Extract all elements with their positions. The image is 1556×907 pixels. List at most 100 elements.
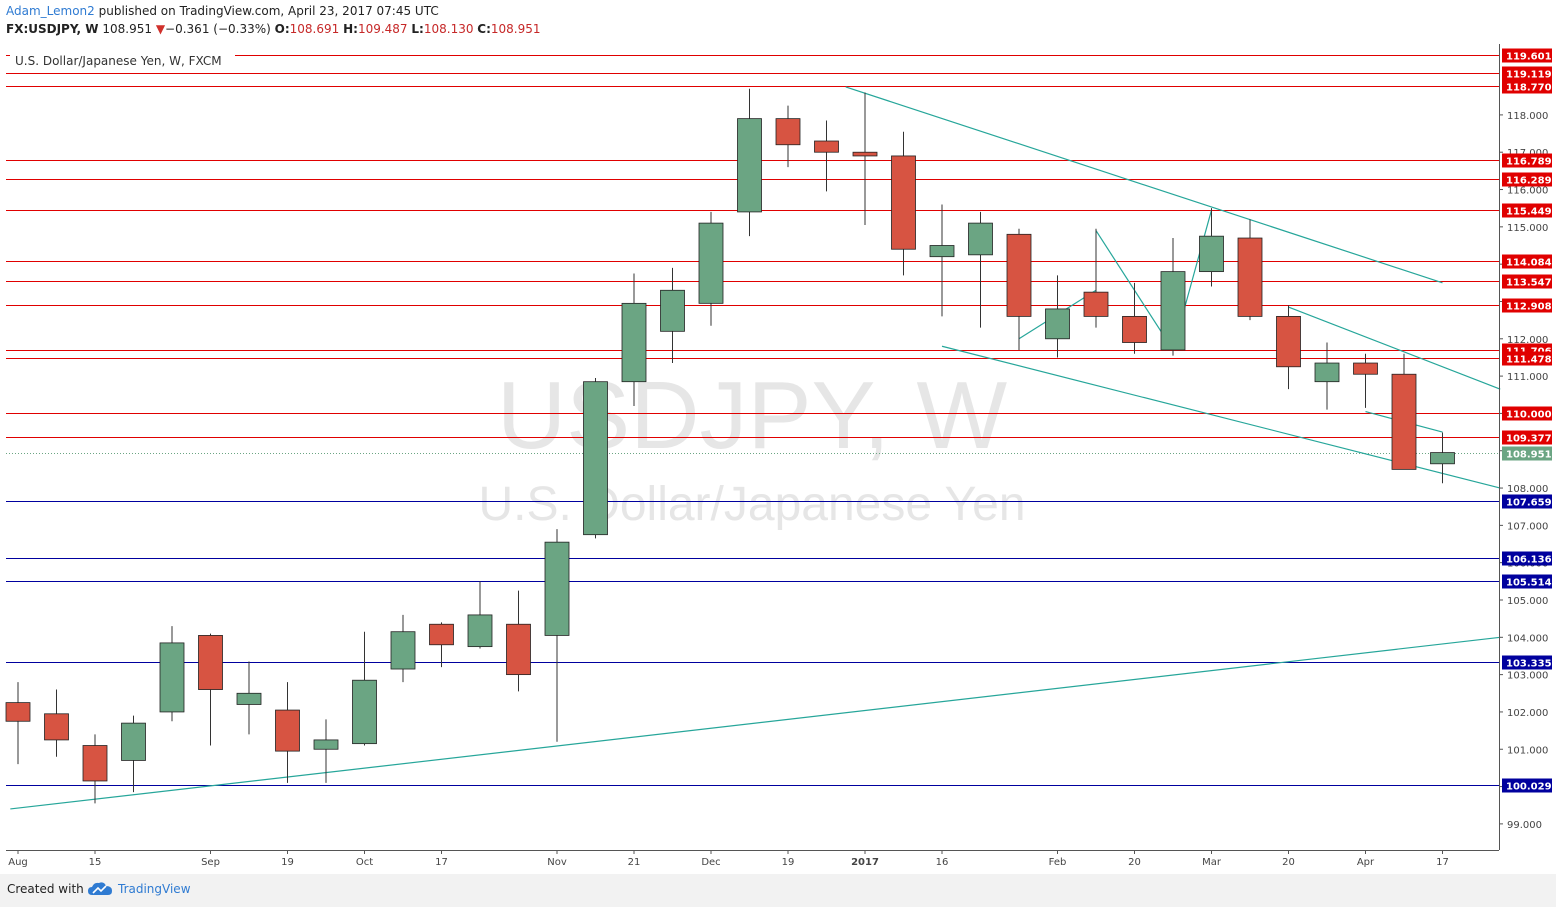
support-label-box	[1502, 551, 1552, 566]
down-arrow-icon: ▼	[155, 22, 166, 36]
resistance-label: 111.478	[1506, 355, 1552, 366]
support-label-box	[1502, 655, 1552, 670]
time-tick-label: Feb	[1049, 857, 1067, 868]
down-candle	[1276, 315, 1301, 368]
symbol-label: FX:USDJPY, W	[6, 22, 99, 36]
up-candle	[929, 245, 955, 258]
up-candle	[621, 302, 647, 383]
time-tick-label: 20	[1128, 857, 1141, 868]
down-candle	[775, 118, 801, 146]
up-candle	[698, 222, 724, 304]
up-candle	[236, 692, 262, 705]
resistance-label: 114.084	[1506, 258, 1552, 269]
trendline	[10, 636, 1501, 810]
time-tick-label: 19	[782, 857, 795, 868]
price-tick-label: 103.000	[1507, 671, 1548, 682]
price-tick-label: 116.000	[1507, 186, 1548, 197]
price-tick-label: 102.000	[1507, 708, 1548, 719]
up-candle	[1160, 271, 1186, 351]
time-tick-label: Nov	[547, 857, 567, 868]
low-label: L:	[411, 22, 424, 36]
open-label: O:	[274, 22, 290, 36]
resistance-label: 110.000	[1506, 410, 1552, 421]
time-tick-label: 20	[1282, 857, 1295, 868]
up-candle	[1430, 452, 1455, 465]
support-label-box	[1502, 778, 1552, 793]
resistance-label-box	[1502, 254, 1552, 269]
support-label: 100.029	[1506, 782, 1552, 793]
support-label-box	[1502, 494, 1552, 509]
support-label: 103.335	[1506, 659, 1552, 670]
time-tick-label: Oct	[356, 857, 373, 868]
time-tick-label: 2017	[851, 857, 879, 868]
close-value: 108.951	[490, 22, 541, 36]
resistance-label-box	[1502, 351, 1552, 366]
down-candle	[1353, 362, 1378, 375]
down-candle	[1237, 237, 1263, 317]
resistance-label-box	[1502, 406, 1552, 421]
published-text: published on TradingView.com, April 23, …	[98, 4, 439, 18]
resistance-label: 116.289	[1506, 176, 1552, 187]
resistance-label: 109.377	[1506, 434, 1552, 445]
up-candle	[352, 679, 377, 745]
created-with-text: Created with	[7, 882, 84, 896]
author-link[interactable]: Adam_Lemon2	[6, 4, 95, 18]
last-price-text: 108.951	[102, 22, 152, 36]
resistance-label-box	[1502, 153, 1552, 168]
up-candle	[1045, 308, 1070, 340]
price-tick-label: 118.000	[1507, 111, 1548, 122]
down-candle	[852, 151, 878, 157]
down-candle	[82, 745, 108, 782]
tradingview-brand[interactable]: TradingView	[118, 882, 191, 896]
legend-box	[10, 51, 235, 69]
price-tick-label: 105.000	[1507, 596, 1548, 607]
resistance-label-box	[1502, 172, 1552, 187]
symbol-line: FX:USDJPY, W 108.951 ▼−0.361 (−0.33%) O:…	[6, 22, 541, 36]
high-value: 109.487	[357, 22, 408, 36]
price-tick-label: 101.000	[1507, 745, 1548, 756]
time-tick-label: 17	[1436, 857, 1449, 868]
time-tick-label: Aug	[8, 857, 28, 868]
resistance-label-box	[1502, 203, 1552, 218]
time-tick-label: Sep	[201, 857, 220, 868]
down-candle	[506, 623, 531, 676]
last-price-label: 108.951	[1506, 450, 1552, 461]
publish-line: Adam_Lemon2 published on TradingView.com…	[6, 4, 439, 18]
down-candle	[429, 623, 454, 646]
up-candle	[159, 642, 185, 713]
resistance-label-box	[1502, 79, 1552, 94]
trendline	[1288, 306, 1501, 390]
down-candle	[44, 713, 69, 741]
support-label-box	[1502, 574, 1552, 589]
trendline	[941, 345, 1501, 489]
down-candle	[891, 155, 916, 250]
up-candle	[660, 289, 685, 332]
watermark-name: U.S. Dollar/Japanese Yen	[478, 478, 1025, 531]
time-tick-label: 16	[936, 857, 949, 868]
resistance-label-box	[1502, 48, 1552, 63]
resistance-label: 119.119	[1506, 70, 1552, 81]
price-tick-label: 115.000	[1507, 223, 1548, 234]
resistance-label: 115.449	[1506, 207, 1552, 218]
price-tick-label: 111.000	[1507, 372, 1548, 383]
open-value: 108.691	[289, 22, 340, 36]
time-tick-label: 21	[628, 857, 641, 868]
change-text: −0.361 (−0.33%)	[165, 22, 271, 36]
down-candle	[1083, 291, 1109, 317]
tradingview-cloud-icon[interactable]	[87, 880, 113, 900]
time-tick-label: Mar	[1202, 857, 1222, 868]
resistance-label-box	[1502, 66, 1552, 81]
resistance-label: 116.789	[1506, 157, 1552, 168]
resistance-label-box	[1502, 274, 1552, 289]
time-tick-label: 15	[89, 857, 102, 868]
chart-legend: U.S. Dollar/Japanese Yen, W, FXCM	[15, 54, 222, 68]
last-price-label-box	[1502, 446, 1552, 461]
price-tick-label: 108.000	[1507, 484, 1548, 495]
resistance-label-box	[1502, 430, 1552, 445]
price-tick-label: 107.000	[1507, 521, 1548, 532]
up-candle	[1199, 235, 1224, 273]
resistance-label: 113.547	[1506, 278, 1552, 289]
watermark-symbol: USDJPY, W	[497, 362, 1008, 469]
up-candle	[583, 381, 608, 536]
